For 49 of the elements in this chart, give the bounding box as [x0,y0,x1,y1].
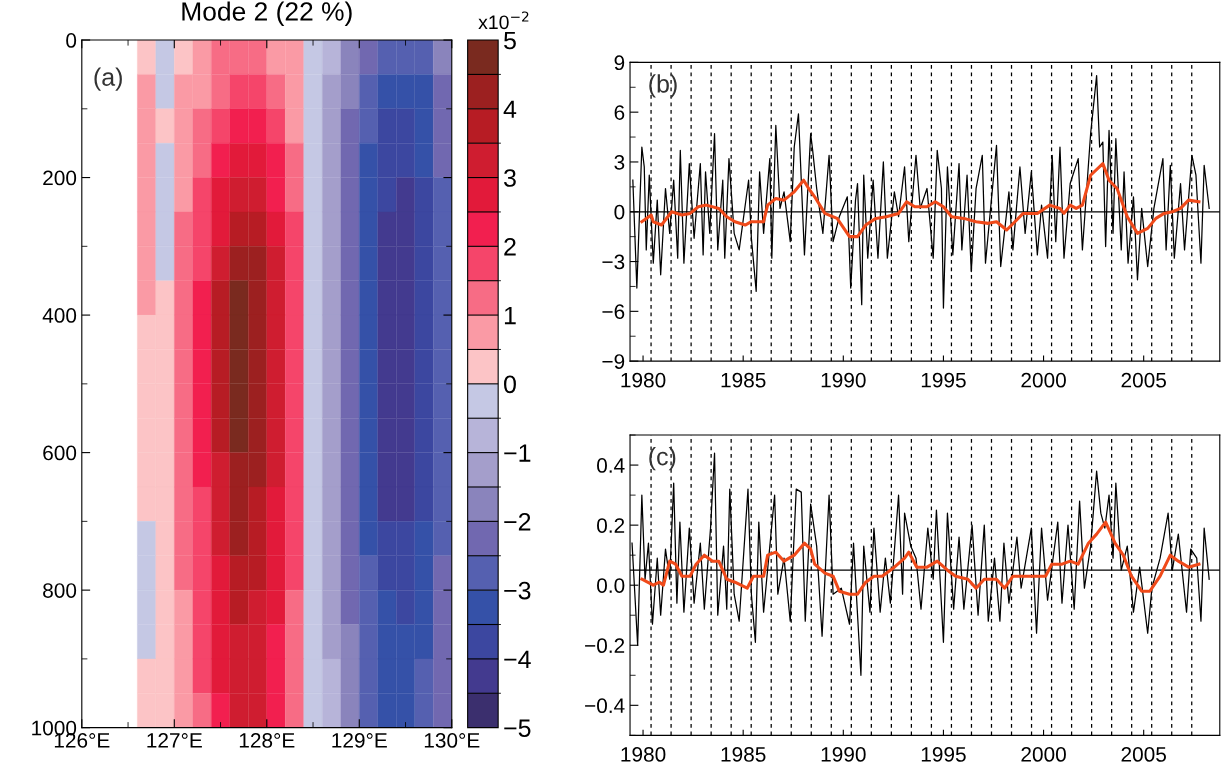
x-tick-label: 2005 [1121,372,1166,388]
x-tick-label: 1995 [921,747,966,762]
x-tick-label: 127°E [147,733,202,748]
x-tick-label: 1985 [721,372,766,388]
y-tick-label: −0.4 [585,698,625,714]
color-bar-label: 3 [503,169,516,187]
annotation: (b) [649,74,677,98]
color-bar-label: −1 [504,444,531,462]
color-bar-label: −3 [504,581,531,600]
color-bar-label: −5 [504,719,531,737]
y-tick-label: 0.0 [597,578,625,593]
y-tick-label: 0 [614,204,625,220]
color-bar-label: 0 [504,375,516,394]
x-tick-label: 1990 [821,372,866,388]
x-tick-label: 1980 [621,747,666,762]
x-tick-label: 2000 [1021,747,1066,762]
y-tick-label: 6 [614,105,625,120]
y-tick-label: −3 [602,254,625,270]
x-tick-label: 1980 [621,372,666,388]
annotation: (a) [94,67,122,91]
x-tick-label: 1985 [721,747,766,762]
x-tick-label: 130°E [424,733,480,748]
x-tick-label: 1990 [821,747,866,762]
x-tick-label: 1995 [921,372,966,388]
color-bar-label: 4 [503,100,517,118]
y-tick-label: 400 [42,308,77,323]
y-tick-label: −0.2 [585,638,625,654]
x-tick-label: 128°E [239,733,295,748]
y-tick-label: 200 [43,170,77,186]
y-tick-label: 600 [43,445,77,461]
color-bar-label: 2 [504,237,516,256]
chart-title: Mode 2 (22 %) [182,1,352,27]
y-tick-label: 3 [614,154,625,170]
y-tick-label: 800 [43,583,77,598]
color-bar-label: 5 [504,31,516,50]
y-tick-label: 0 [66,33,77,48]
x-tick-label: 129°E [332,733,387,748]
color-bar-label: 1 [504,306,516,325]
x-tick-label: 2005 [1121,747,1166,762]
y-tick-label: 0.4 [597,458,625,473]
y-tick-label: −6 [602,304,625,320]
y-tick-label: −9 [602,354,625,369]
y-tick-label: 9 [614,55,625,71]
color-bar-label: −2 [504,512,531,531]
color-bar-title: x10$^{−2}$ [478,11,529,30]
y-tick-label: 0.2 [597,518,625,533]
annotation: (c) [649,447,676,471]
color-bar-label: −4 [504,650,531,668]
x-tick-label: 2000 [1021,372,1066,388]
